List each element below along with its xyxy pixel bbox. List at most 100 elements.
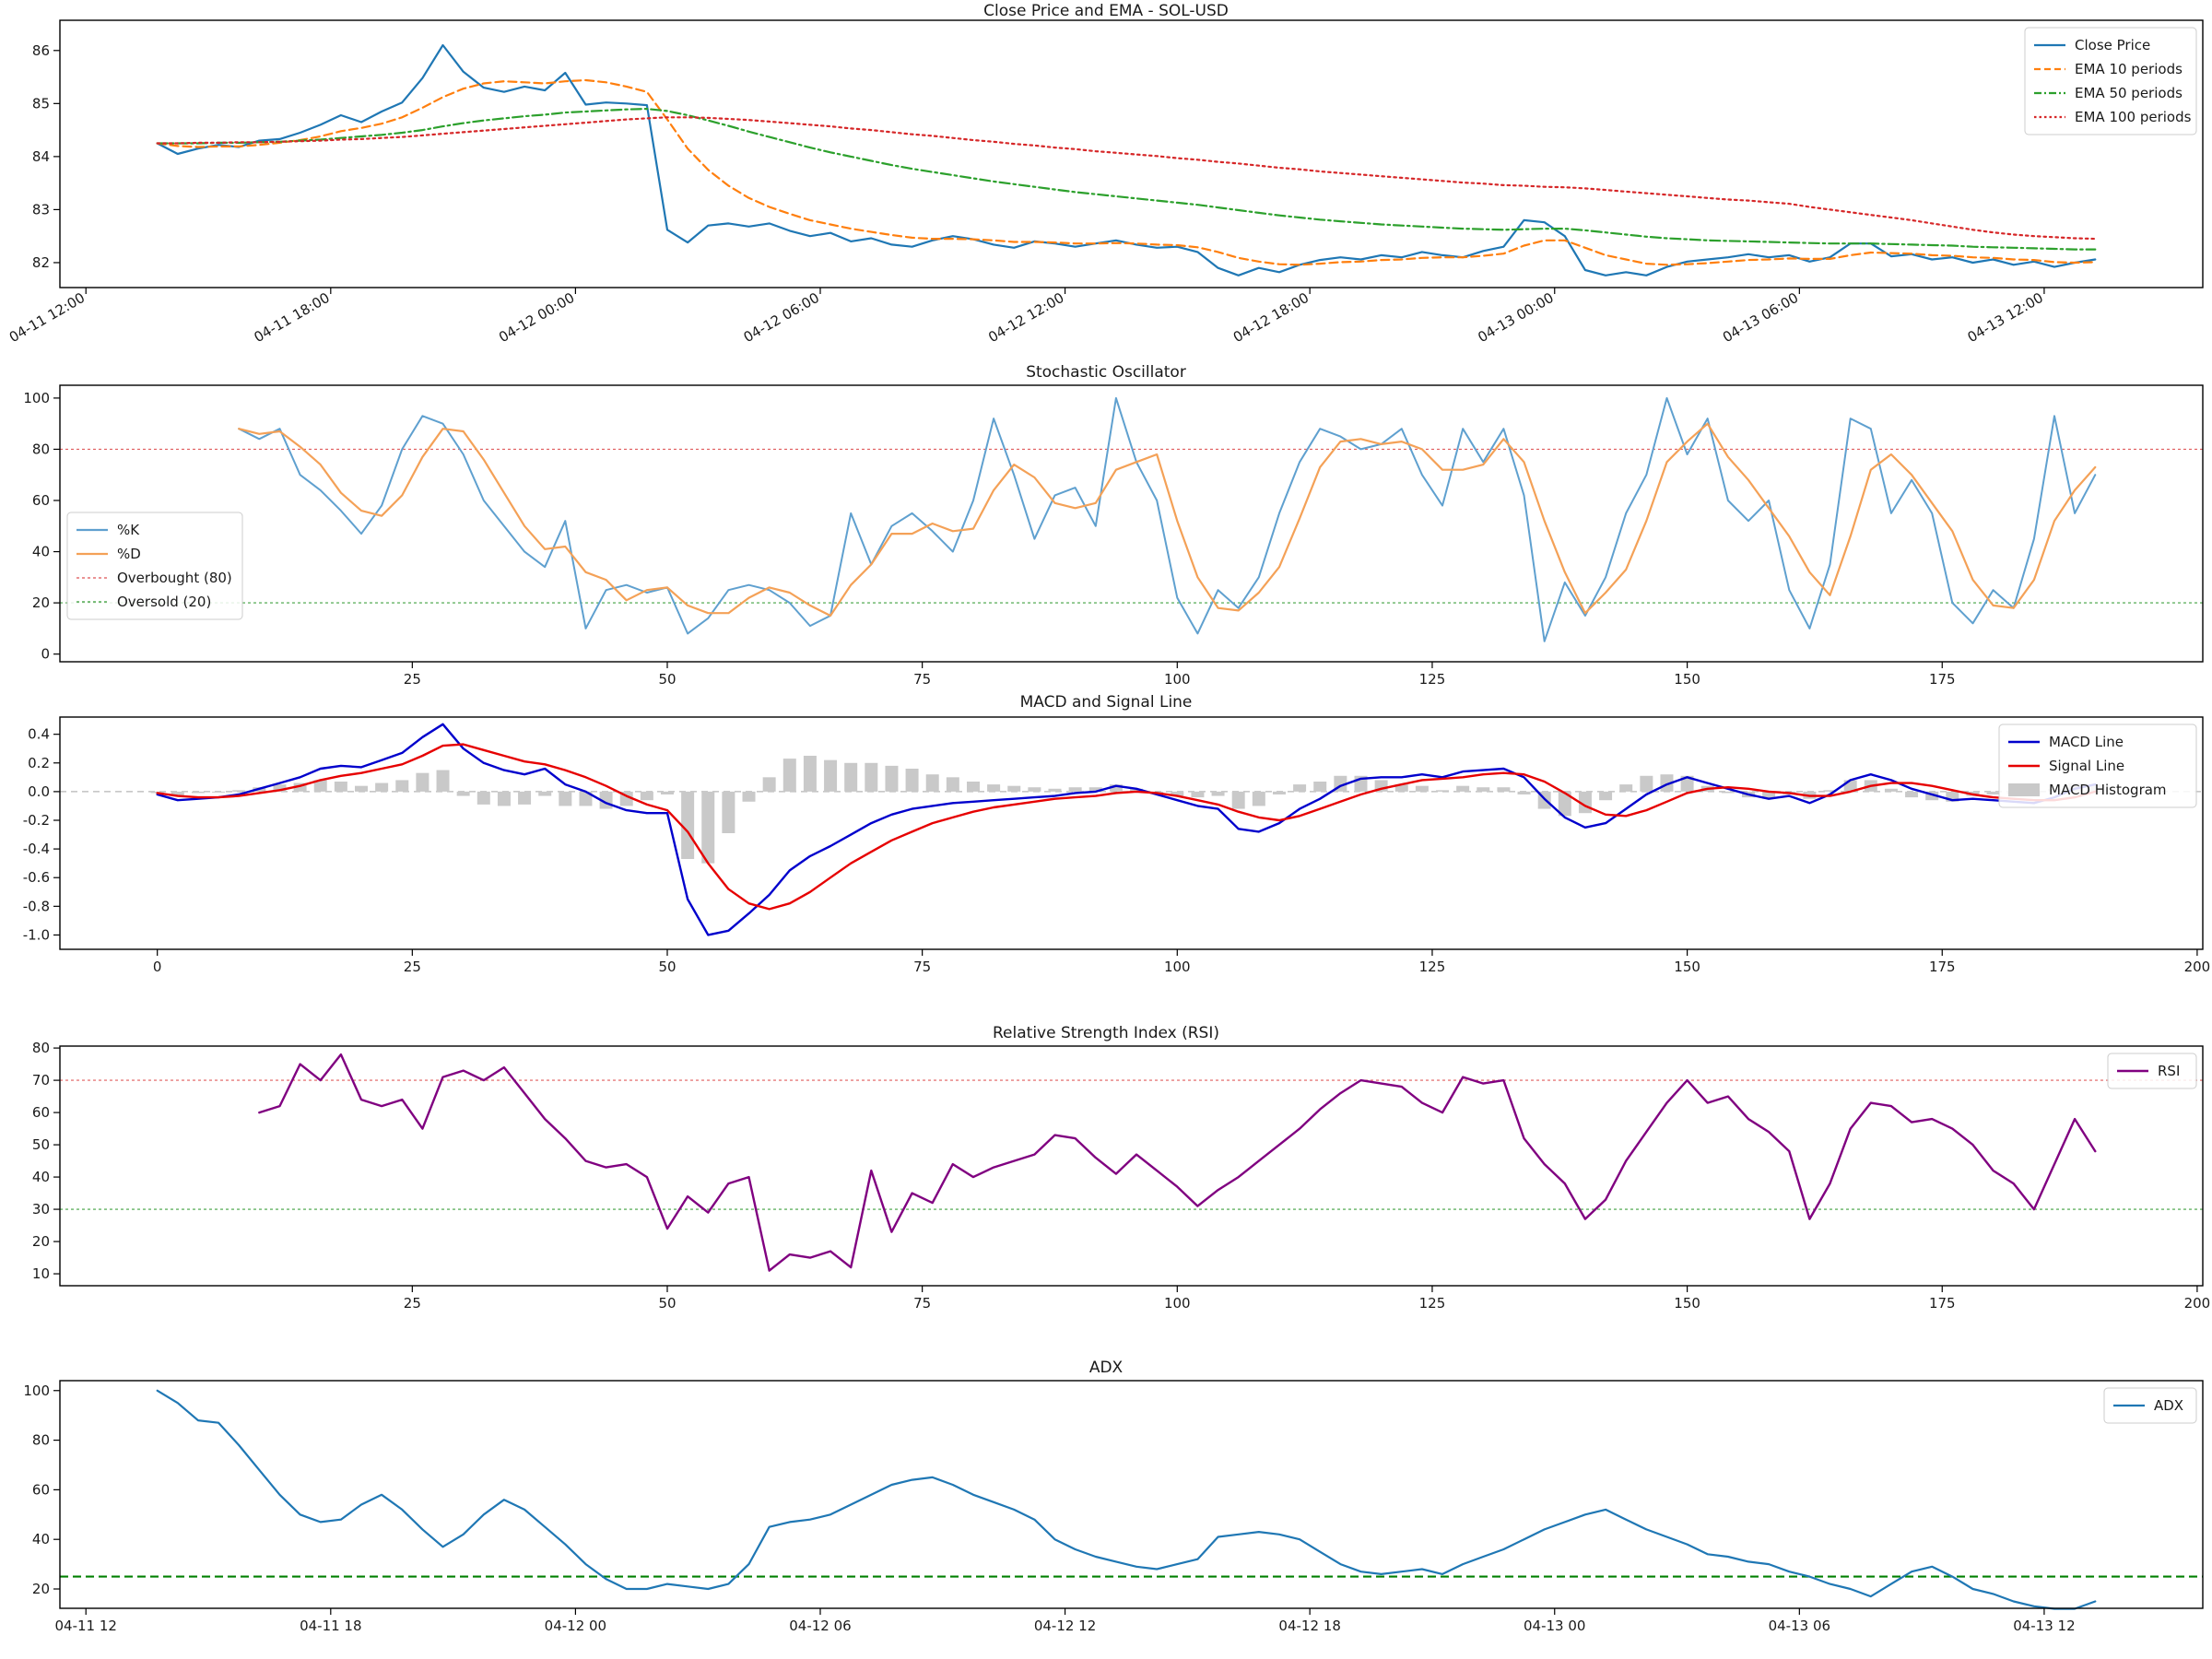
svg-text:84: 84 [32,148,50,165]
svg-text:0: 0 [153,959,162,975]
svg-text:04-11 18:00: 04-11 18:00 [251,289,332,346]
y-axis-adx: 20 40 60 80 100 [23,1382,60,1597]
svg-text:0.0: 0.0 [28,783,50,800]
svg-text:04-13 00:00: 04-13 00:00 [1475,289,1556,346]
svg-text:04-13 00: 04-13 00 [1524,1618,1585,1634]
plot-border [59,384,2204,663]
legend-rsi: RSI [2107,1053,2197,1089]
svg-text:100: 100 [23,1382,50,1399]
svg-text:25: 25 [404,671,421,688]
svg-text:200: 200 [2184,959,2211,975]
svg-text:04-12 12:00: 04-12 12:00 [985,289,1066,346]
y-axis-rsi: 10 20 30 40 50 60 70 80 [32,1040,60,1282]
series-ema-10-periods [156,78,2097,266]
svg-text:150: 150 [1674,1295,1700,1312]
svg-text:60: 60 [32,492,50,509]
svg-text:125: 125 [1419,1295,1446,1312]
svg-text:25: 25 [404,959,421,975]
svg-text:04-13 12: 04-13 12 [2013,1618,2075,1634]
svg-text:0.4: 0.4 [28,726,50,743]
chart-rsi: 10 20 30 40 50 60 70 80 25 50 75 100 125 150 175 200 RSI [32,1040,2210,1312]
legend-adx: ADX [2103,1387,2197,1424]
svg-text:04-12 00: 04-12 00 [545,1618,606,1634]
svg-text:50: 50 [658,671,676,688]
svg-text:30: 30 [32,1201,50,1218]
svg-text:75: 75 [913,671,931,688]
svg-text:04-11 18: 04-11 18 [300,1618,361,1634]
svg-text:40: 40 [32,1531,50,1547]
svg-text:83: 83 [32,201,50,218]
svg-text:-0.8: -0.8 [23,898,50,914]
y-axis-stochastic: 0 20 40 60 80 100 [23,390,60,663]
svg-text:Overbought (80): Overbought (80) [117,570,232,586]
svg-text:04-12 18:00: 04-12 18:00 [1230,289,1312,346]
svg-text:125: 125 [1419,959,1446,975]
plot-border [59,1045,2204,1287]
chart-price: 82 83 84 85 86 04-11 12:00 04-11 18:00 04-12 00… [6,19,2204,346]
svg-text:70: 70 [32,1072,50,1088]
legend-price: Close Price EMA 10 periods EMA 50 periods E… [2024,27,2197,135]
svg-text:Oversold (20): Oversold (20) [117,594,211,610]
series-rsi [258,1053,2097,1272]
series-ema-100-periods [156,116,2097,241]
chart-adx: 20 40 60 80 100 04-11 12 04-11 18 04-12 00 04-12… [23,1380,2204,1634]
svg-text:40: 40 [32,1169,50,1185]
svg-text:40: 40 [32,544,50,560]
macd-histogram-bars [150,756,2102,864]
svg-text:100: 100 [1164,671,1191,688]
svg-text:Signal Line: Signal Line [2049,758,2124,774]
chart-stochastic: 0 20 40 60 80 100 25 50 75 100 125 150 175 %K %D Overbo… [23,384,2204,688]
svg-text:86: 86 [32,42,50,59]
svg-text:20: 20 [32,1233,50,1250]
svg-text:50: 50 [658,1295,676,1312]
svg-text:%D: %D [117,546,141,562]
x-axis-macd: 0 25 50 75 100 125 150 175 200 [153,949,2210,975]
svg-text:85: 85 [32,95,50,112]
svg-text:10: 10 [32,1265,50,1282]
svg-text:75: 75 [913,1295,931,1312]
series-signal-line [156,743,2097,911]
y-axis-price: 82 83 84 85 86 [32,42,60,271]
plot-border [59,19,2204,288]
svg-text:100: 100 [23,390,50,406]
svg-text:EMA 10 periods: EMA 10 periods [2075,61,2183,77]
chart-title-rsi: Relative Strength Index (RSI) [993,1024,1219,1042]
svg-text:04-11 12: 04-11 12 [54,1618,116,1634]
legend-macd: MACD Line Signal Line MACD Histogram [1998,724,2197,808]
svg-text:EMA 100 periods: EMA 100 periods [2075,109,2192,125]
series--d [238,422,2097,618]
svg-text:MACD Histogram: MACD Histogram [2049,782,2167,798]
svg-text:20: 20 [32,594,50,611]
svg-text:25: 25 [404,1295,421,1312]
svg-text:ADX: ADX [2154,1397,2183,1414]
svg-text:60: 60 [32,1104,50,1121]
svg-text:200: 200 [2184,1295,2211,1312]
svg-text:100: 100 [1164,959,1191,975]
svg-text:04-12 06: 04-12 06 [789,1618,851,1634]
svg-text:RSI: RSI [2158,1063,2180,1079]
series-adx [156,1389,2097,1610]
svg-text:-1.0: -1.0 [23,926,50,943]
svg-text:Close Price: Close Price [2075,37,2150,53]
svg-text:100: 100 [1164,1295,1191,1312]
svg-text:50: 50 [32,1136,50,1153]
legend-stochastic: %K %D Overbought (80) Oversold (20) [66,512,243,620]
x-axis-price: 04-11 12:00 04-11 18:00 04-12 00:00 04-12 0… [6,288,2046,346]
svg-text:20: 20 [32,1581,50,1597]
svg-text:0.2: 0.2 [28,755,50,771]
svg-text:-0.2: -0.2 [23,812,50,829]
series--k [238,396,2097,642]
svg-text:75: 75 [913,959,931,975]
svg-text:82: 82 [32,254,50,271]
x-axis-rsi: 25 50 75 100 125 150 175 200 [404,1286,2210,1312]
svg-text:0: 0 [41,646,50,663]
svg-text:150: 150 [1674,959,1700,975]
series-macd-line [156,723,2097,936]
series-ema-50-periods [156,107,2097,251]
y-axis-macd: 0.4 0.2 0.0 -0.2 -0.4 -0.6 -0.8 -1.0 [23,726,60,943]
svg-text:-0.6: -0.6 [23,869,50,886]
svg-text:175: 175 [1929,959,1956,975]
plot-border [59,1380,2204,1609]
